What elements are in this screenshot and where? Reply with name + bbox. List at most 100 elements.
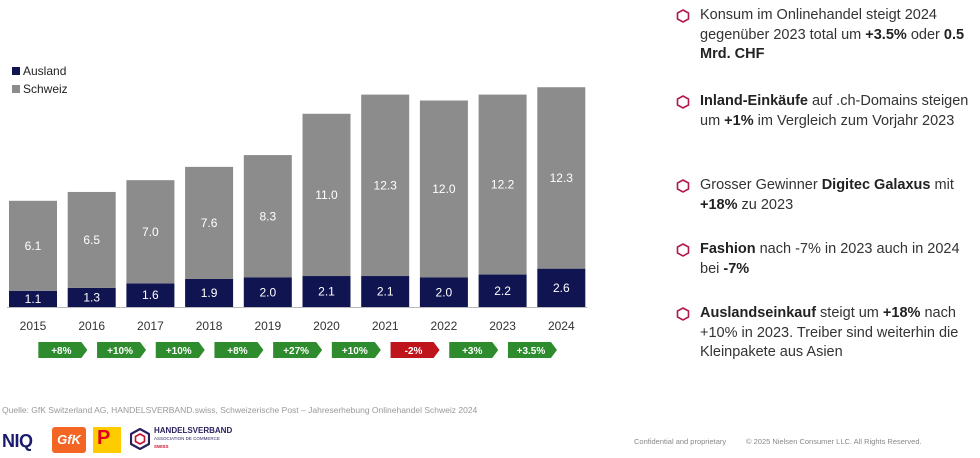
bullet-text-run: nach +10% in 2023. Treiber sind weiterhi… [700, 305, 959, 360]
growth-label-7: -2% [405, 346, 423, 357]
growth-label-3: +10% [166, 346, 192, 357]
growth-arrow-9 [507, 342, 557, 358]
x-tick-2018: 2018 [196, 319, 223, 333]
bar-ausland-2015 [9, 290, 57, 307]
bar-schweiz-2022 [419, 100, 468, 278]
legend-schweiz: Schweiz [12, 80, 68, 98]
label-ausland-2019: 2.0 [259, 285, 276, 299]
bullet-text-run: nach -7% in 2023 auch in 2024 bei [700, 241, 960, 277]
growth-label-9: +3.5% [517, 346, 546, 357]
bar-ausland-2022 [419, 277, 468, 307]
legend-schweiz-swatch [12, 85, 20, 93]
bullet-5: Auslandseinkauf steigt um +18% nach +10%… [676, 304, 976, 363]
bullet-text-run: auf .ch-Domains steigen um [700, 93, 969, 129]
legend-ausland-label: Ausland [23, 64, 67, 78]
bar-ausland-2020 [302, 276, 351, 307]
label-schweiz-2023: 12.2 [491, 178, 515, 192]
hexagon-bullet-icon [676, 9, 690, 23]
gfk-logo: GfK [52, 427, 86, 453]
x-tick-2017: 2017 [137, 319, 164, 333]
bullet-2: Inland-Einkäufe auf .ch-Domains steigen … [676, 92, 976, 131]
label-schweiz-2024: 12.3 [550, 171, 574, 185]
growth-arrow-8 [449, 342, 499, 358]
bullet-text-run: Grosser Gewinner [700, 177, 822, 193]
stacked-bar-chart: 1.1 6.1 2015 1.3 6.5 2016 1.6 7.0 2017 1.9 7.6 2018… [7, 87, 588, 358]
x-tick-2024: 2024 [548, 319, 575, 333]
hexagon-bullet-icon [676, 95, 690, 109]
bar-ausland-2018 [185, 278, 234, 307]
bullet-highlight: +18% [882, 305, 921, 321]
bullet-text: Grosser Gewinner Digitec Galaxus mit +18… [700, 176, 976, 215]
post-logo: P [93, 427, 121, 453]
bullet-text-run: steigt um [816, 305, 883, 321]
growth-label-5: +27% [283, 346, 309, 357]
x-tick-2021: 2021 [372, 319, 399, 333]
bar-ausland-2019 [243, 277, 292, 307]
label-ausland-2022: 2.0 [436, 285, 453, 299]
growth-arrow-3 [155, 342, 205, 358]
source-note: Quelle: GfK Switzerland AG, HANDELSVERBA… [2, 405, 478, 415]
label-ausland-2024: 2.6 [553, 281, 570, 295]
label-ausland-2015: 1.1 [25, 292, 42, 306]
growth-arrow-1 [38, 342, 88, 358]
growth-label-4: +8% [227, 346, 247, 357]
label-ausland-2021: 2.1 [377, 285, 394, 299]
hexagon-bullet-icon [676, 243, 690, 257]
bar-schweiz-2016 [67, 191, 116, 288]
bullet-text: Inland-Einkäufe auf .ch-Domains steigen … [700, 92, 976, 131]
label-schweiz-2018: 7.6 [201, 216, 218, 230]
bar-ausland-2017 [126, 283, 175, 307]
label-schweiz-2021: 12.3 [374, 178, 398, 192]
post-logo-letter: P [97, 427, 111, 449]
bullet-highlight: Auslandseinkauf [700, 305, 817, 321]
bar-schweiz-2020 [302, 113, 351, 277]
growth-label-2: +10% [107, 346, 133, 357]
bar-schweiz-2021 [361, 94, 410, 277]
label-schweiz-2016: 6.5 [83, 233, 100, 247]
growth-label-6: +10% [342, 346, 368, 357]
label-schweiz-2020: 11.0 [315, 188, 338, 202]
growth-arrow-2 [97, 342, 147, 358]
bullet-highlight: Fashion [700, 241, 756, 257]
label-ausland-2017: 1.6 [142, 288, 159, 302]
growth-label-8: +3% [462, 346, 482, 357]
label-ausland-2016: 1.3 [83, 290, 100, 304]
x-tick-2023: 2023 [489, 319, 516, 333]
label-ausland-2020: 2.1 [318, 285, 335, 299]
bar-schweiz-2015 [9, 200, 57, 291]
growth-arrow-5 [273, 342, 323, 358]
legend-ausland-swatch [12, 67, 20, 75]
bar-schweiz-2019 [243, 155, 292, 278]
bullet-text-run: im Vergleich zum Vorjahr 2023 [753, 112, 955, 129]
bullet-highlight: Inland-Einkäufe [700, 93, 808, 109]
handelsverband-hex-icon [130, 428, 150, 450]
bullet-text-run: zu 2023 [737, 196, 794, 213]
bullet-3: Grosser Gewinner Digitec Galaxus mit +18… [676, 176, 976, 215]
bar-schweiz-2018 [185, 166, 234, 279]
growth-arrow-6 [331, 342, 381, 358]
confidential-note: Confidential and proprietary [634, 437, 727, 446]
label-ausland-2018: 1.9 [201, 286, 218, 300]
bar-schweiz-2017 [126, 180, 175, 284]
footer: NIQ GfK P HANDELSVERBAND ASSOCIATION DE … [0, 425, 980, 458]
handelsverband-logo: HANDELSVERBAND ASSOCIATION DE COMMERCE S… [130, 427, 232, 451]
x-tick-2020: 2020 [313, 319, 340, 333]
bullet-text: Fashion nach -7% in 2023 auch in 2024 be… [700, 240, 976, 279]
bullet-text: Auslandseinkauf steigt um +18% nach +10%… [700, 304, 976, 363]
hexagon-bullet-icon [676, 179, 690, 193]
hv-name: HANDELSVERBAND [154, 426, 233, 435]
copyright-note: © 2025 Nielsen Consumer LLC. All Rights … [746, 437, 922, 446]
bullet-text-run: Konsum im Onlinehandel steigt 2024 gegen… [700, 7, 937, 43]
bar-ausland-2024 [537, 268, 586, 307]
bullet-text-run: mit [930, 177, 954, 193]
bullet-highlight: +3.5% [865, 26, 907, 43]
bullet-highlight: -7% [723, 260, 750, 277]
growth-arrow-4 [214, 342, 264, 358]
label-schweiz-2015: 6.1 [25, 239, 42, 253]
bar-schweiz-2024 [537, 87, 586, 269]
growth-label-1: +8% [51, 346, 71, 357]
hv-swiss: SWISS [154, 444, 169, 449]
legend-schweiz-label: Schweiz [23, 82, 68, 96]
bullet-highlight: Digitec Galaxus [821, 177, 931, 193]
growth-arrow-7 [390, 342, 440, 358]
